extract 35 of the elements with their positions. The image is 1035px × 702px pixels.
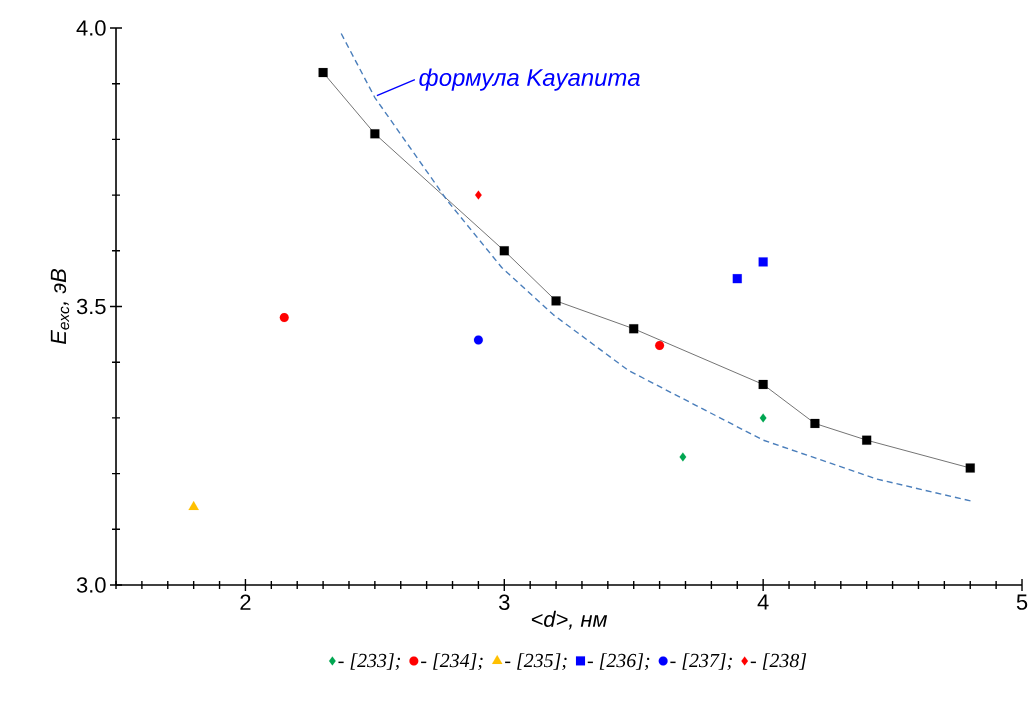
point xyxy=(758,257,768,267)
annotation: формула Kayanuma xyxy=(419,68,640,91)
x-tick-label: 4 xyxy=(757,594,769,610)
point xyxy=(318,67,328,78)
legend-label: - [236]; xyxy=(587,653,650,671)
y-axis-title: E$_{exc}$, эВ xyxy=(50,268,70,345)
point xyxy=(655,340,665,351)
y-tick-label: 3.0 xyxy=(76,577,106,593)
y-tick-label: 4.0 xyxy=(76,20,106,36)
point xyxy=(965,463,975,473)
y-tick-label: 3.5 xyxy=(76,298,106,315)
legend-label: - [233]; xyxy=(338,653,401,671)
point xyxy=(188,500,199,511)
legend-label: - [237]; xyxy=(670,653,732,671)
point xyxy=(810,418,820,429)
point xyxy=(732,274,742,284)
point xyxy=(551,296,561,306)
point xyxy=(679,452,687,462)
x-axis-title: <d>, нм xyxy=(531,610,608,630)
point xyxy=(629,324,639,334)
x-tick-label: 3 xyxy=(499,594,510,611)
line-series xyxy=(340,32,974,503)
point xyxy=(758,379,768,390)
point xyxy=(759,413,767,423)
point xyxy=(474,190,482,200)
point xyxy=(473,335,483,345)
point xyxy=(499,246,509,256)
point xyxy=(862,435,872,445)
point xyxy=(279,313,289,323)
legend-label: - [238] xyxy=(750,653,807,670)
legend-label: - [234]; xyxy=(421,653,483,671)
point xyxy=(370,129,380,139)
x-tick-label: 5 xyxy=(1016,594,1028,610)
legend-label: - [235]; xyxy=(505,653,567,671)
x-tick-label: 2 xyxy=(240,594,251,610)
